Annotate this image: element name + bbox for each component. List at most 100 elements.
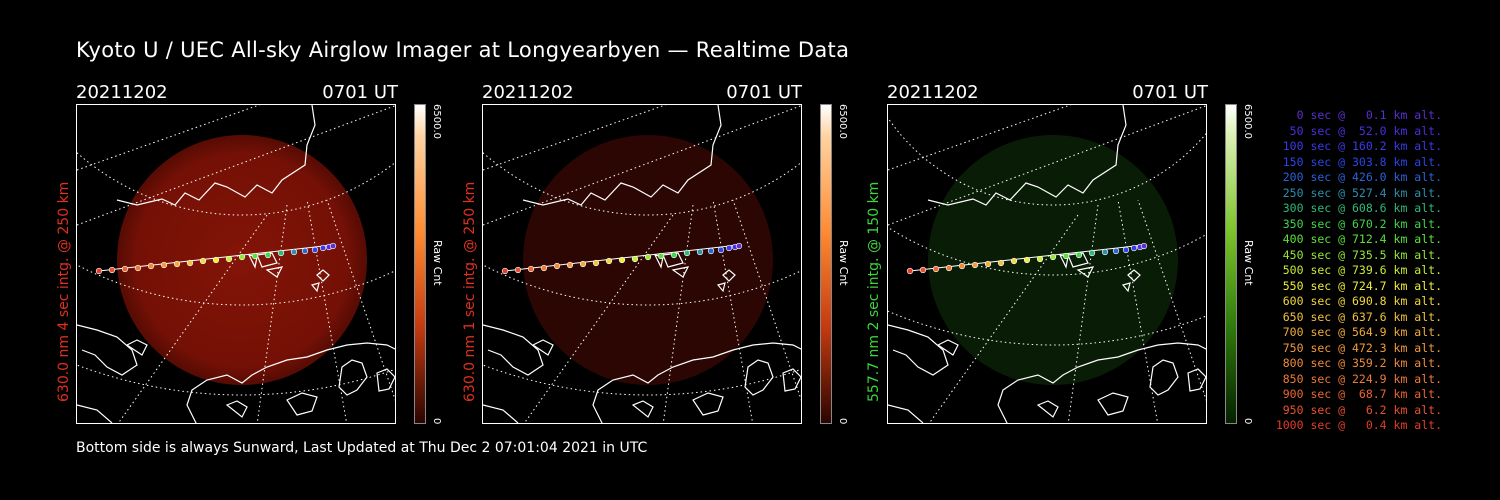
- panel-date: 20211202: [887, 82, 979, 103]
- colorbar-min: 0: [1242, 418, 1253, 425]
- legend-row: 450 sec @ 735.5 km alt.: [1282, 247, 1442, 262]
- trajectory-point: [311, 246, 319, 254]
- coastlines: [483, 105, 801, 423]
- trajectory-layer: [906, 242, 1148, 275]
- trajectory-point: [579, 260, 587, 268]
- trajectory-point: [566, 261, 574, 269]
- legend-row: 350 sec @ 670.2 km alt.: [1282, 216, 1442, 231]
- trajectory-point: [696, 248, 704, 256]
- colorbar-min: 0: [837, 418, 848, 425]
- legend-row: 850 sec @ 224.9 km alt.: [1282, 371, 1442, 386]
- trajectory-point: [707, 247, 715, 255]
- legend-row: 1000 sec @ 0.4 km alt.: [1275, 418, 1442, 432]
- trajectory-point: [631, 255, 639, 263]
- panel-ylabel: 557.7 nm 2 sec intg. @ 150 km: [866, 181, 882, 402]
- panel-ylabel: 630.0 nm 4 sec intg. @ 250 km: [56, 181, 72, 402]
- trajectory-point: [683, 249, 691, 257]
- trajectory-legend: 0 sec @ 0.1 km alt. 50 sec @ 52.0 km alt.…: [1262, 108, 1442, 434]
- trajectory-point: [199, 257, 207, 265]
- trajectory-point: [251, 252, 259, 260]
- trajectory-point: [618, 256, 626, 264]
- grid-lines: [888, 105, 1206, 423]
- legend-row: 50 sec @ 52.0 km alt.: [1289, 123, 1442, 138]
- legend-row: 750 sec @ 472.3 km alt.: [1282, 340, 1442, 355]
- trajectory-point: [95, 267, 103, 275]
- trajectory-point: [173, 260, 181, 268]
- trajectory-point: [1075, 251, 1083, 259]
- panel-time: 0701 UT: [726, 82, 802, 103]
- panel-time: 0701 UT: [322, 82, 398, 103]
- trajectory-point: [1112, 247, 1120, 255]
- trajectory-point: [1062, 252, 1070, 260]
- trajectory-point: [319, 244, 327, 252]
- trajectory-point: [329, 242, 337, 250]
- trajectory-point: [277, 249, 285, 257]
- trajectory-point: [1088, 249, 1096, 257]
- trajectory-point: [290, 248, 298, 256]
- trajectory-point: [984, 260, 992, 268]
- colorbar-min: 0: [431, 418, 442, 425]
- colorbar: [1225, 104, 1237, 424]
- legend-row: 650 sec @ 637.6 km alt.: [1282, 309, 1442, 324]
- panel-date: 20211202: [76, 82, 168, 103]
- trajectory-point: [1049, 253, 1057, 261]
- legend-row: 600 sec @ 690.8 km alt.: [1282, 294, 1442, 308]
- trajectory-point: [553, 262, 561, 270]
- trajectory-point: [1130, 244, 1138, 252]
- trajectory-point: [725, 244, 733, 252]
- trajectory-point: [134, 264, 142, 272]
- trajectory-point: [147, 262, 155, 270]
- trajectory-point: [1140, 242, 1148, 250]
- trajectory-point: [919, 266, 927, 274]
- trajectory-layer: [95, 242, 337, 275]
- panel-date: 20211202: [482, 82, 574, 103]
- legend-row: 700 sec @ 564.9 km alt.: [1282, 325, 1442, 339]
- legend-row: 100 sec @ 160.2 km alt.: [1282, 139, 1442, 153]
- trajectory-point: [644, 253, 652, 261]
- grid-lines: [77, 105, 395, 423]
- trajectory-point: [121, 265, 129, 273]
- trajectory-point: [906, 267, 914, 275]
- colorbar-label: Raw Cnt: [1242, 240, 1255, 286]
- page-title: Kyoto U / UEC All-sky Airglow Imager at …: [76, 38, 850, 62]
- colorbar-max: 6500.0: [1242, 104, 1253, 139]
- legend-row: 550 sec @ 724.7 km alt.: [1282, 278, 1442, 293]
- trajectory-point: [540, 264, 548, 272]
- coastlines: [77, 105, 395, 423]
- coastlines: [888, 105, 1206, 423]
- colorbar-max: 6500.0: [837, 104, 848, 139]
- legend-row: 400 sec @ 712.4 km alt.: [1282, 232, 1442, 246]
- legend-row: 250 sec @ 527.4 km alt.: [1282, 185, 1442, 200]
- colorbar-label: Raw Cnt: [837, 240, 850, 286]
- trajectory-point: [735, 242, 743, 250]
- allsky-image: [76, 104, 396, 424]
- legend-row: 950 sec @ 6.2 km alt.: [1282, 402, 1442, 417]
- allsky-image: [887, 104, 1207, 424]
- trajectory-point: [1122, 246, 1130, 254]
- trajectory-point: [605, 257, 613, 265]
- trajectory-point: [592, 259, 600, 267]
- trajectory-point: [1036, 255, 1044, 263]
- legend-row: 200 sec @ 426.0 km alt.: [1282, 170, 1442, 184]
- trajectory-point: [657, 252, 665, 260]
- trajectory-point: [1023, 256, 1031, 264]
- trajectory-point: [238, 253, 246, 261]
- trajectory-point: [945, 264, 953, 272]
- footer-note: Bottom side is always Sunward, Last Upda…: [76, 440, 648, 456]
- allsky-image: [482, 104, 802, 424]
- trajectory-layer: [501, 242, 743, 275]
- trajectory-point: [997, 259, 1005, 267]
- trajectory-point: [225, 255, 233, 263]
- legend-row: 300 sec @ 608.6 km alt.: [1282, 201, 1442, 215]
- trajectory-point: [670, 251, 678, 259]
- trajectory-point: [1010, 257, 1018, 265]
- colorbar: [414, 104, 426, 424]
- trajectory-point: [932, 265, 940, 273]
- trajectory-point: [1101, 248, 1109, 256]
- legend-row: 800 sec @ 359.2 km alt.: [1282, 356, 1442, 370]
- colorbar-max: 6500.0: [431, 104, 442, 139]
- trajectory-point: [264, 251, 272, 259]
- trajectory-point: [108, 266, 116, 274]
- trajectory-point: [514, 266, 522, 274]
- legend-row: 500 sec @ 739.6 km alt.: [1282, 263, 1442, 277]
